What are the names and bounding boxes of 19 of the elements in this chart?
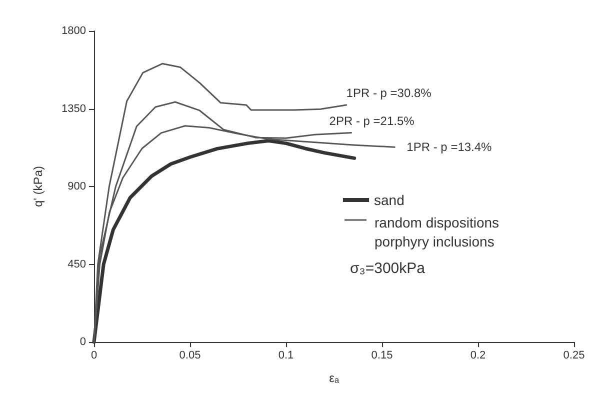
series-label: 1PR - p =13.4% <box>406 140 492 154</box>
x-tick-label: 0.05 <box>179 350 201 362</box>
x-tick-label: 0.1 <box>278 350 294 362</box>
y-tick-label: 450 <box>68 258 86 270</box>
x-tick-label: 0.25 <box>563 350 585 362</box>
y-tick-label: 1800 <box>62 25 86 37</box>
x-axis-title: εₐ <box>329 371 340 385</box>
x-tick-label: 0 <box>90 350 98 362</box>
annotation: random dispositions porphyry inclusions <box>374 214 500 250</box>
annotation: σ₃=300kPa <box>350 260 426 277</box>
x-tick-label: 0.2 <box>470 350 486 362</box>
series-label: 1PR - p =30.8% <box>346 86 432 100</box>
y-tick-label: 1350 <box>62 102 86 115</box>
y-axis-title: q' (kPa) <box>31 166 45 207</box>
y-tick-label: 0 <box>80 336 86 348</box>
y-tick-label: 900 <box>68 180 86 192</box>
series-label: 2PR - p =21.5% <box>329 114 415 128</box>
x-tick-label: 0.15 <box>371 350 393 362</box>
legend-label: sand <box>374 192 404 208</box>
